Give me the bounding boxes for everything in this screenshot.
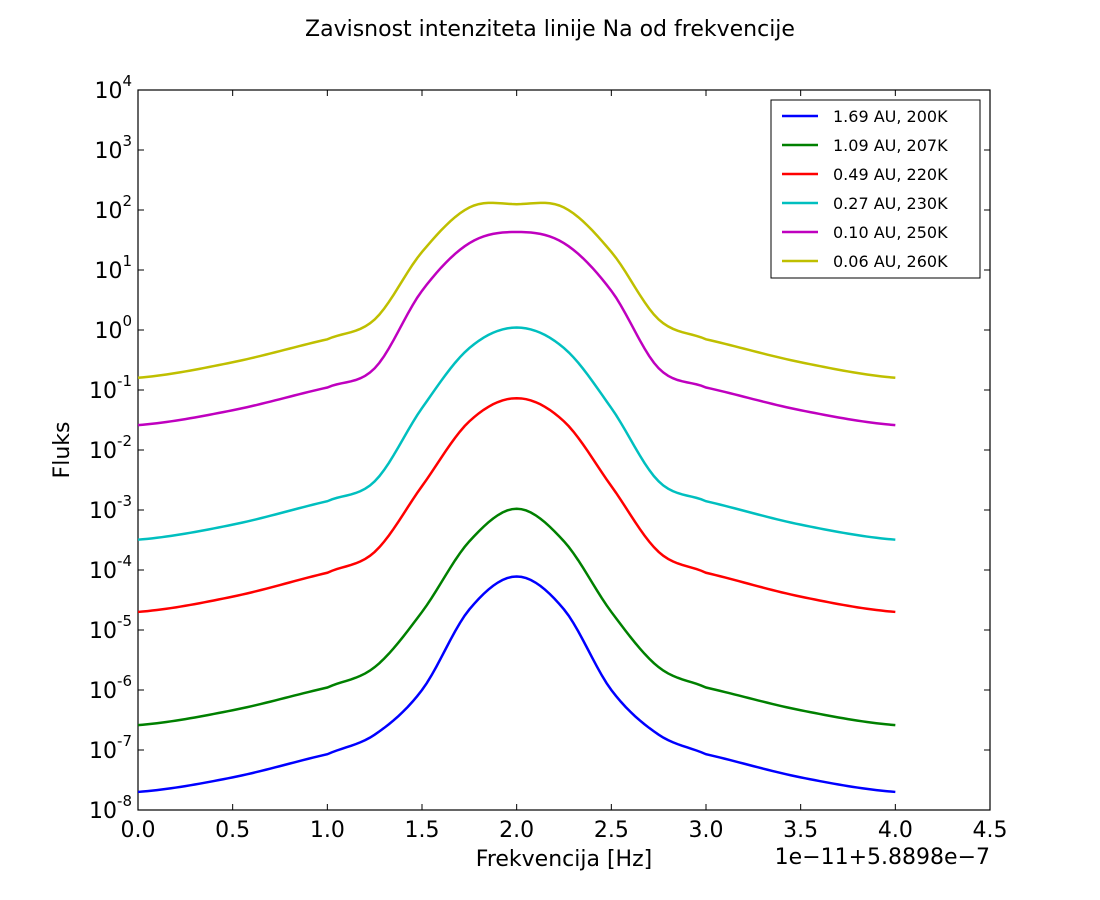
y-tick-exp: -5: [117, 612, 132, 630]
series-line-4: [137, 326, 896, 541]
series-line-5: [137, 230, 896, 427]
legend-label: 1.69 AU, 200K: [833, 107, 948, 126]
y-tick-base: 10: [94, 199, 122, 224]
x-tick-label: 2.5: [594, 818, 629, 843]
x-axis-label: Frekvencija [Hz]: [476, 847, 652, 872]
y-tick-exp: -6: [117, 672, 132, 690]
legend-box: [770, 99, 981, 279]
x-tick-label: 4.0: [878, 818, 913, 843]
y-tick-label: 10-3: [89, 492, 132, 524]
x-tick-label: 0.5: [215, 818, 250, 843]
series-line-3: [137, 396, 896, 614]
y-tick-label: 10-2: [89, 432, 132, 464]
series-line-1: [137, 575, 896, 794]
y-tick-label: 10-6: [89, 672, 132, 704]
y-tick-base: 10: [89, 799, 117, 824]
series-layer: [137, 201, 896, 794]
y-tick-base: 10: [89, 499, 117, 524]
y-tick-exp: 4: [122, 72, 132, 90]
legend-label: 0.49 AU, 220K: [833, 165, 948, 184]
y-tick-exp: 3: [122, 132, 132, 150]
y-tick-base: 10: [94, 259, 122, 284]
legend: 1.69 AU, 200K 1.09 AU, 207K 0.49 AU, 220K 0…: [770, 99, 981, 279]
series-line-6: [137, 201, 896, 379]
x-tick-label: 4.5: [973, 818, 1008, 843]
chart-title: Zavisnost intenziteta linije Na od frekv…: [305, 17, 795, 42]
y-tick-base: 10: [89, 559, 117, 584]
x-offset-label: 1e−11+5.8898e−7: [775, 845, 990, 870]
x-tick-label: 3.0: [689, 818, 724, 843]
y-tick-exp: 0: [122, 312, 132, 330]
y-tick-exp: -8: [117, 792, 132, 810]
y-tick-label: 103: [94, 132, 132, 164]
y-tick-label: 101: [94, 252, 132, 284]
x-tick-label: 0.0: [121, 818, 156, 843]
y-tick-exp: 2: [122, 192, 132, 210]
y-tick-label: 10-5: [89, 612, 132, 644]
y-tick-label: 10-4: [89, 552, 132, 584]
y-tick-label: 102: [94, 192, 132, 224]
y-tick-exp: 1: [122, 252, 132, 270]
y-tick-base: 10: [94, 139, 122, 164]
x-tick-label: 3.5: [783, 818, 818, 843]
y-tick-base: 10: [89, 679, 117, 704]
y-tick-label: 100: [94, 312, 132, 344]
x-tick-label: 1.0: [310, 818, 345, 843]
legend-label: 1.09 AU, 207K: [833, 136, 948, 155]
legend-label: 0.06 AU, 260K: [833, 252, 948, 271]
y-tick-base: 10: [89, 439, 117, 464]
y-tick-label: 10-1: [89, 372, 132, 404]
y-tick-exp: -1: [117, 372, 132, 390]
x-axis: 0.0 0.5 1.0 1.5 2.0 2.5 3.0 3.5 4.0 4.5: [121, 90, 1008, 843]
y-tick-label: 104: [94, 72, 132, 104]
legend-label: 0.10 AU, 250K: [833, 223, 948, 242]
y-axis-label: Fluks: [50, 422, 75, 479]
y-axis: 10-810-710-610-510-410-310-210-110010110…: [89, 72, 990, 824]
y-tick-base: 10: [89, 379, 117, 404]
y-tick-label: 10-7: [89, 732, 132, 764]
y-tick-exp: -4: [117, 552, 132, 570]
y-tick-base: 10: [94, 319, 122, 344]
y-tick-exp: -3: [117, 492, 132, 510]
y-tick-exp: -2: [117, 432, 132, 450]
y-tick-base: 10: [89, 619, 117, 644]
series-line-2: [137, 507, 896, 727]
y-tick-base: 10: [94, 79, 122, 104]
y-tick-exp: -7: [117, 732, 132, 750]
y-tick-label: 10-8: [89, 792, 132, 824]
legend-label: 0.27 AU, 230K: [833, 194, 948, 213]
y-tick-base: 10: [89, 739, 117, 764]
x-tick-label: 2.0: [499, 818, 534, 843]
x-tick-label: 1.5: [405, 818, 440, 843]
